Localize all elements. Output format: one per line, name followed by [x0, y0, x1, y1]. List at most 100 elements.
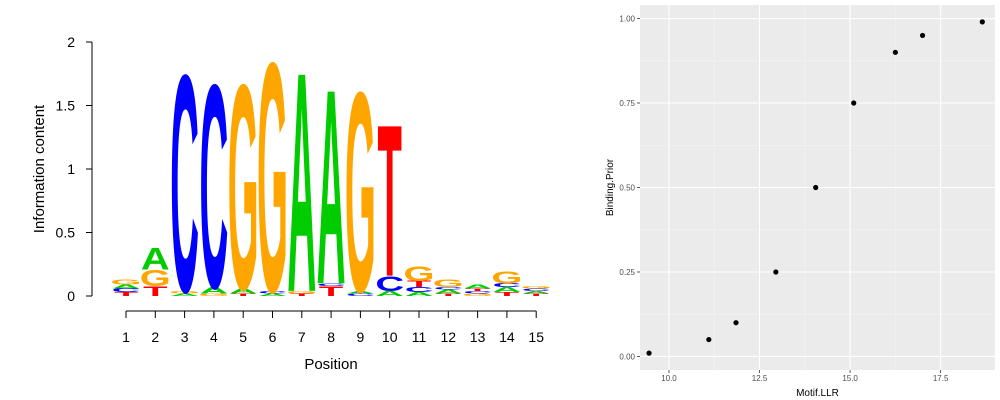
- y-tick-label: 0.00: [619, 352, 635, 361]
- logo-letter-a: A: [141, 240, 170, 276]
- logo-letter-t: T: [407, 279, 432, 289]
- logo-column: AGC: [169, 10, 200, 356]
- logo-letter-a: A: [434, 289, 463, 295]
- logo-letter-g: G: [521, 285, 552, 289]
- logo-letter-a: A: [170, 293, 199, 297]
- logo-letter-a: A: [199, 286, 228, 296]
- y-tick-label: 1.5: [56, 98, 76, 114]
- logo-letter-g: G: [491, 267, 522, 287]
- logo-letter-a: A: [492, 286, 521, 294]
- data-point: [919, 32, 926, 39]
- x-tick-label: 14: [499, 329, 515, 345]
- logo-column: GAC: [198, 25, 229, 350]
- x-tick-label: 13: [470, 329, 486, 345]
- logo-column: TCA: [317, 33, 346, 344]
- x-tick-label: 8: [327, 329, 335, 345]
- x-tick-label: 9: [357, 329, 365, 345]
- logo-letter-t: T: [436, 293, 460, 297]
- y-tick-label: 1: [67, 161, 75, 177]
- data-point: [646, 350, 652, 356]
- x-tick-label: 5: [239, 329, 247, 345]
- x-tick-label: 4: [210, 329, 218, 345]
- logo-letter-a: A: [346, 290, 375, 294]
- logo-column: ACT: [375, 81, 404, 323]
- x-tick-label: 11: [412, 329, 427, 345]
- x-tick-label: 1: [122, 329, 130, 345]
- data-point: [851, 100, 857, 106]
- logo-letter-a: A: [229, 287, 258, 295]
- logo-letter-a: A: [317, 33, 346, 344]
- logo-letter-a: A: [112, 284, 141, 290]
- scatter-chart: 10.0 12.5 15.0 17.5 0.00 0.25 0.50 0.75 1.00 Moti…: [605, 5, 995, 399]
- logo-letter-t: T: [231, 293, 255, 297]
- x-tick-label: 12: [441, 329, 457, 345]
- x-tick-label: 10: [382, 329, 398, 345]
- logo-letter-c: C: [405, 286, 434, 294]
- logo-letter-t: T: [319, 284, 343, 300]
- logo-column: TGA: [286, 8, 317, 359]
- logo-letter-g: G: [345, 33, 376, 352]
- logo-column: ACG: [257, 0, 288, 361]
- logo-letter-g: G: [169, 290, 200, 294]
- logo-letter-g: G: [462, 293, 493, 297]
- logo-letter-a: A: [405, 291, 434, 297]
- data-point: [813, 184, 819, 191]
- logo-letter-g: G: [433, 278, 464, 290]
- logo-letter-t: T: [114, 291, 139, 297]
- logo-letter-g: G: [110, 278, 141, 286]
- y-tick-label: 2: [67, 34, 75, 50]
- logo-letter-c: C: [434, 286, 463, 290]
- logo-letter-c: C: [492, 282, 521, 288]
- logo-letter-c: C: [258, 290, 287, 294]
- y-tick-label: 0.50: [619, 184, 635, 193]
- logo-letter-c: C: [522, 288, 551, 292]
- logo-letter-g: G: [403, 262, 434, 286]
- logo-letter-a: A: [258, 293, 287, 297]
- logo-letter-t: T: [524, 293, 548, 297]
- y-axis-title: Information content: [31, 104, 48, 233]
- y-tick-label: 0.75: [619, 99, 635, 108]
- logo-column: TGA: [140, 240, 171, 299]
- x-tick-label: 15: [528, 329, 544, 345]
- logo-letter-t: T: [465, 288, 489, 292]
- logo-letter-t: T: [378, 81, 402, 323]
- data-point: [979, 19, 985, 25]
- logo-letter-a: A: [463, 284, 492, 290]
- logo-letter-c: C: [463, 290, 492, 294]
- logo-letter-t: T: [290, 293, 314, 297]
- logo-letter-c: C: [346, 293, 375, 297]
- logo-letter-a: A: [522, 290, 551, 294]
- logo-letter-c: C: [112, 288, 141, 294]
- logo-column: CAG: [345, 33, 376, 352]
- logo-letter-c: C: [317, 283, 346, 287]
- y-tick-label: 0.25: [619, 268, 635, 277]
- logo-letter-t: T: [143, 284, 167, 300]
- x-tick-label: 2: [151, 329, 159, 345]
- data-point: [706, 336, 712, 343]
- data-point: [733, 320, 739, 326]
- logo-column: TAG: [228, 25, 259, 351]
- logo-letter-c: C: [170, 10, 199, 356]
- x-axis-title: Motif.LLR: [796, 388, 839, 399]
- logo-letter-t: T: [495, 291, 520, 297]
- logo-letter-a: A: [287, 8, 316, 359]
- logo-letter-g: G: [286, 290, 317, 294]
- logo-letter-g: G: [228, 25, 259, 351]
- logo-letter-c: C: [199, 25, 228, 350]
- data-point: [773, 269, 779, 275]
- x-tick-label: 10.0: [661, 374, 677, 383]
- logo-letter-g: G: [257, 0, 288, 361]
- x-axis-title: Position: [304, 356, 357, 373]
- x-tick-label: 3: [181, 329, 189, 345]
- y-tick-label: 0: [67, 288, 75, 304]
- data-point: [892, 49, 898, 55]
- logo-letter-c: C: [375, 272, 404, 296]
